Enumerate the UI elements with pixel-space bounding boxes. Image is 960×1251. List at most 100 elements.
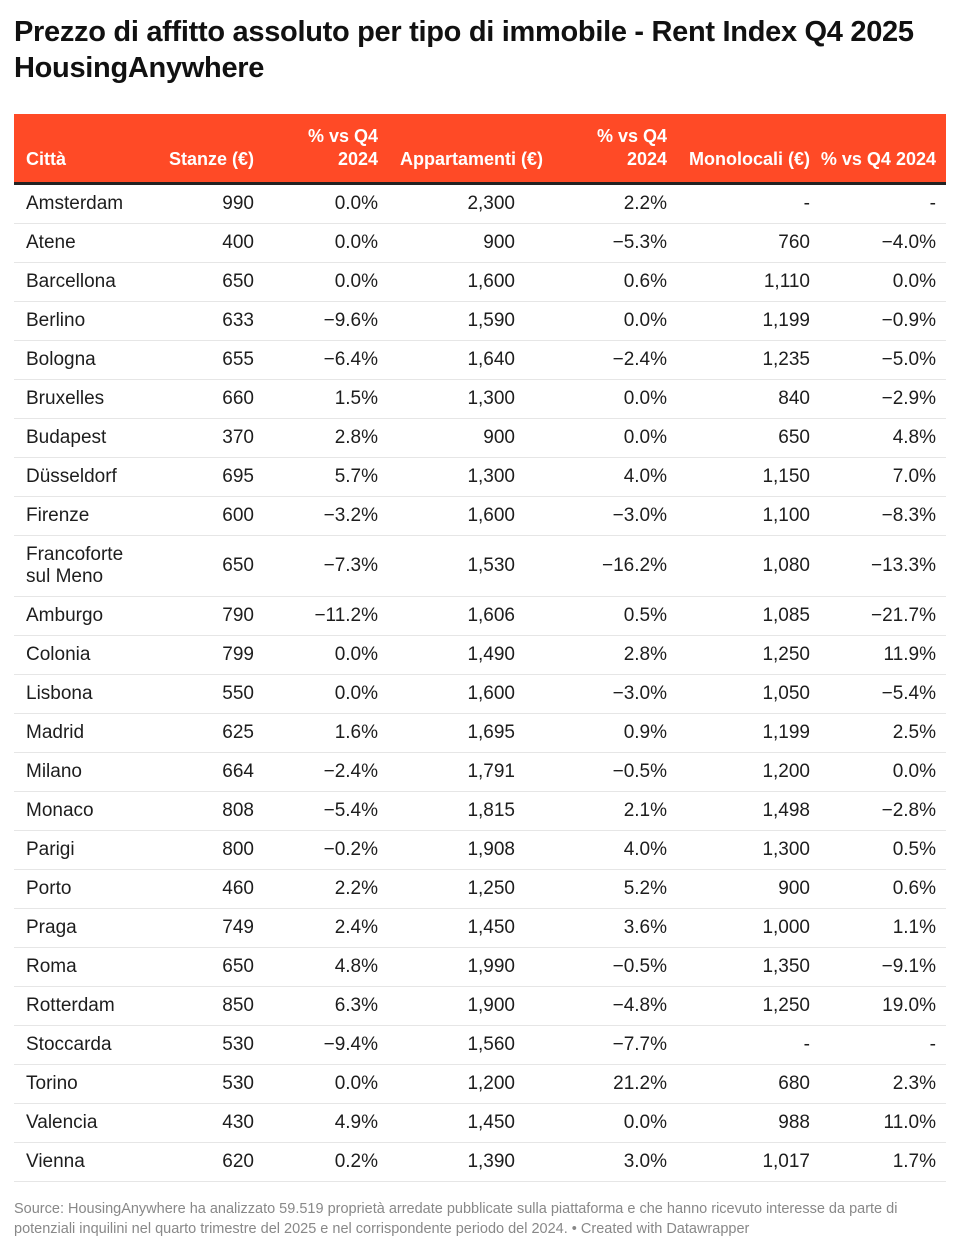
cell-apartments-change: −0.5%	[553, 752, 677, 792]
table-row: Milano 664 −2.4% 1,791 −0.5% 1,200 0.0%	[14, 752, 946, 792]
cell-apartments-change: −4.8%	[553, 986, 677, 1026]
cell-rooms-change: 6.3%	[264, 986, 388, 1026]
cell-rooms-change: 0.0%	[264, 1064, 388, 1104]
cell-apartments-change: 2.2%	[553, 183, 677, 224]
cell-rooms: 655	[160, 340, 264, 380]
cell-apartments: 1,606	[388, 596, 553, 636]
cell-apartments: 1,990	[388, 947, 553, 987]
cell-apartments: 1,250	[388, 869, 553, 909]
cell-city: Valencia	[14, 1103, 160, 1143]
cell-rooms-change: −3.2%	[264, 496, 388, 536]
cell-studios: 760	[677, 223, 820, 263]
cell-apartments: 1,600	[388, 262, 553, 302]
cell-rooms: 530	[160, 1064, 264, 1104]
cell-rooms: 430	[160, 1103, 264, 1143]
cell-apartments: 1,530	[388, 535, 553, 597]
cell-studios-change: −21.7%	[820, 596, 946, 636]
cell-city: Porto	[14, 869, 160, 909]
cell-studios: 1,199	[677, 713, 820, 753]
column-header-city[interactable]: Città	[14, 114, 160, 185]
cell-rooms: 530	[160, 1025, 264, 1065]
table-row: Praga 749 2.4% 1,450 3.6% 1,000 1.1%	[14, 908, 946, 948]
cell-studios-change: −2.8%	[820, 791, 946, 831]
column-header-studios-change[interactable]: % vs Q4 2024	[820, 114, 946, 185]
cell-apartments-change: 21.2%	[553, 1064, 677, 1104]
cell-rooms: 808	[160, 791, 264, 831]
cell-apartments-change: 0.0%	[553, 379, 677, 419]
cell-city: Colonia	[14, 635, 160, 675]
cell-rooms: 620	[160, 1142, 264, 1182]
table-row: Amsterdam 990 0.0% 2,300 2.2% - -	[14, 183, 946, 224]
cell-apartments: 1,900	[388, 986, 553, 1026]
cell-rooms: 370	[160, 418, 264, 458]
cell-apartments-change: −7.7%	[553, 1025, 677, 1065]
cell-rooms: 550	[160, 674, 264, 714]
page-title: Prezzo di affitto assoluto per tipo di i…	[14, 16, 914, 84]
cell-studios: 1,150	[677, 457, 820, 497]
cell-apartments: 1,200	[388, 1064, 553, 1104]
cell-rooms-change: 5.7%	[264, 457, 388, 497]
column-header-studios[interactable]: Monolocali (€)	[677, 114, 820, 185]
cell-studios-change: 11.9%	[820, 635, 946, 675]
source-footer: Source: HousingAnywhere ha analizzato 59…	[14, 1201, 898, 1237]
cell-apartments-change: 0.0%	[553, 418, 677, 458]
cell-apartments-change: 0.6%	[553, 262, 677, 302]
cell-studios: -	[677, 183, 820, 224]
table-row: Madrid 625 1.6% 1,695 0.9% 1,199 2.5%	[14, 713, 946, 753]
cell-apartments-change: 0.0%	[553, 301, 677, 341]
table-row: Firenze 600 −3.2% 1,600 −3.0% 1,100 −8.3%	[14, 496, 946, 536]
cell-studios-change: −13.3%	[820, 535, 946, 597]
cell-studios-change: 1.7%	[820, 1142, 946, 1182]
cell-apartments: 1,450	[388, 1103, 553, 1143]
table-row: Bruxelles 660 1.5% 1,300 0.0% 840 −2.9%	[14, 379, 946, 419]
cell-studios: 1,110	[677, 262, 820, 302]
cell-studios-change: -	[820, 183, 946, 224]
column-header-apartments-change[interactable]: % vs Q4 2024	[553, 114, 677, 185]
cell-studios: 1,250	[677, 635, 820, 675]
cell-studios: 680	[677, 1064, 820, 1104]
cell-rooms-change: −0.2%	[264, 830, 388, 870]
cell-city: Monaco	[14, 791, 160, 831]
cell-rooms-change: 0.0%	[264, 183, 388, 224]
cell-studios-change: 11.0%	[820, 1103, 946, 1143]
cell-city: Parigi	[14, 830, 160, 870]
rent-table: Città Stanze (€)% vs Q4 2024 Appartamenti …	[14, 114, 946, 1182]
table-row: Berlino 633 −9.6% 1,590 0.0% 1,199 −0.9%	[14, 301, 946, 341]
cell-apartments-change: −16.2%	[553, 535, 677, 597]
table-row: Roma 650 4.8% 1,990 −0.5% 1,350 −9.1%	[14, 947, 946, 987]
cell-rooms-change: 0.0%	[264, 635, 388, 675]
cell-studios: 1,250	[677, 986, 820, 1026]
cell-apartments: 900	[388, 418, 553, 458]
cell-studios-change: −5.4%	[820, 674, 946, 714]
cell-city: Firenze	[14, 496, 160, 536]
cell-rooms: 633	[160, 301, 264, 341]
cell-apartments-change: 4.0%	[553, 830, 677, 870]
table-row: Barcellona 650 0.0% 1,600 0.6% 1,110 0.0%	[14, 262, 946, 302]
cell-studios: 1,080	[677, 535, 820, 597]
cell-rooms: 800	[160, 830, 264, 870]
cell-studios: -	[677, 1025, 820, 1065]
cell-studios: 650	[677, 418, 820, 458]
cell-city: Berlino	[14, 301, 160, 341]
table-row: Torino 530 0.0% 1,200 21.2% 680 2.3%	[14, 1064, 946, 1104]
cell-city: Barcellona	[14, 262, 160, 302]
cell-city: Vienna	[14, 1142, 160, 1182]
cell-apartments: 1,450	[388, 908, 553, 948]
cell-studios: 900	[677, 869, 820, 909]
table-row: Rotterdam 850 6.3% 1,900 −4.8% 1,250 19.0%	[14, 986, 946, 1026]
cell-studios-change: 0.0%	[820, 262, 946, 302]
cell-studios-change: −8.3%	[820, 496, 946, 536]
cell-studios: 988	[677, 1103, 820, 1143]
table-row: Monaco 808 −5.4% 1,815 2.1% 1,498 −2.8%	[14, 791, 946, 831]
cell-apartments-change: 0.5%	[553, 596, 677, 636]
column-header-rooms[interactable]: Stanze (€)	[160, 114, 264, 185]
cell-apartments: 1,695	[388, 713, 553, 753]
cell-apartments: 1,600	[388, 674, 553, 714]
cell-apartments: 900	[388, 223, 553, 263]
cell-studios-change: −9.1%	[820, 947, 946, 987]
table-row: Amburgo 790 −11.2% 1,606 0.5% 1,085 −21.7%	[14, 596, 946, 636]
column-header-apartments[interactable]: Appartamenti (€)	[388, 114, 553, 185]
column-header-rooms-change[interactable]: % vs Q4 2024	[264, 114, 388, 185]
cell-studios-change: 4.8%	[820, 418, 946, 458]
cell-rooms-change: 0.0%	[264, 262, 388, 302]
